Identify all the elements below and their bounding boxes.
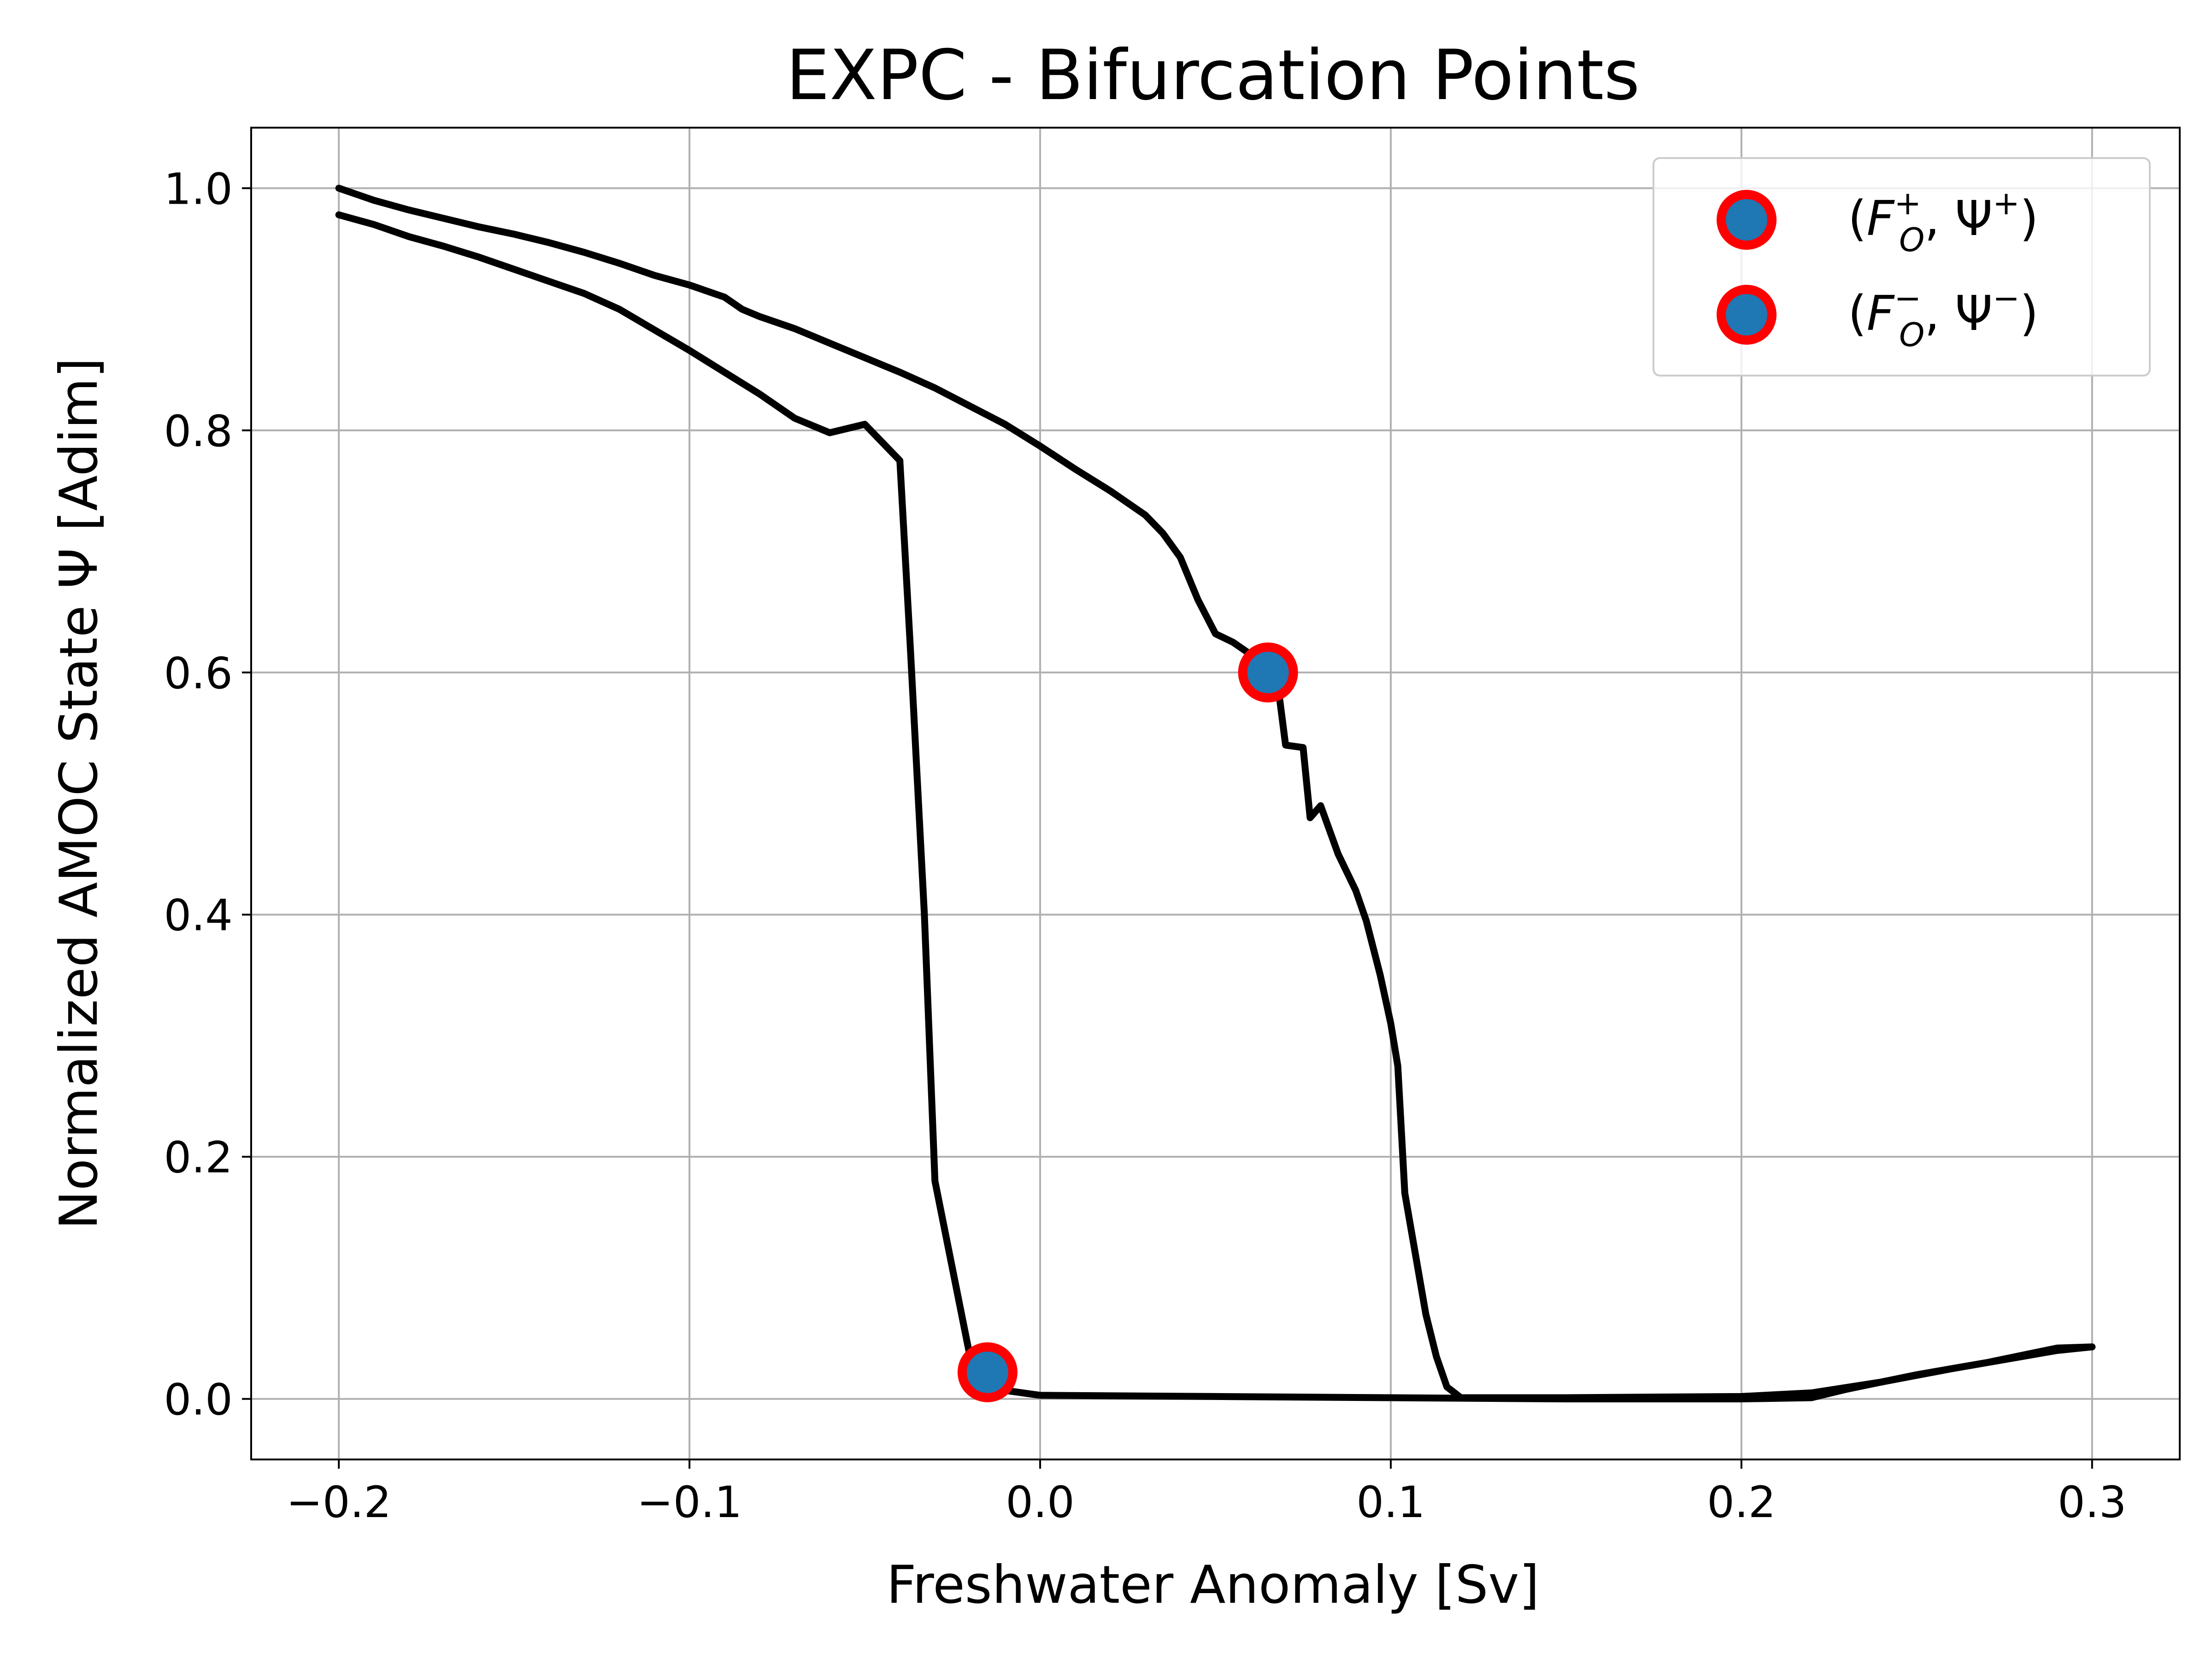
- series-line-1: [335, 184, 2096, 1401]
- x-tick-label: 0.3: [2058, 1477, 2127, 1528]
- y-tick-label: 0.6: [164, 648, 233, 699]
- plot-frame: [250, 127, 2181, 1460]
- y-tick-label: 0.8: [164, 406, 233, 457]
- data-lines: [335, 184, 2096, 1403]
- x-axis-label: Freshwater Anomaly [Sv]: [887, 1554, 1540, 1615]
- legend-marker-plus: [1717, 190, 1777, 250]
- bifurcation-markers: [957, 642, 1298, 1402]
- y-tick-label: 0.0: [164, 1375, 233, 1425]
- x-tick-label: −0.1: [637, 1477, 742, 1528]
- x-tick-label: 0.0: [1006, 1477, 1075, 1528]
- legend-box: [1653, 157, 2151, 377]
- y-axis-label: Normalized AMOC State Ψ [Adim]: [48, 358, 109, 1230]
- x-axis-ticks: −0.2 −0.1 0.0 0.1 0.2 0.3: [286, 1459, 2127, 1528]
- chart-title: EXPC - Bifurcation Points: [786, 35, 1640, 116]
- y-tick-label: 0.4: [164, 891, 233, 941]
- legend-entry-plus: (F+ O, Ψ+): [1717, 184, 2038, 259]
- x-tick-label: −0.2: [286, 1477, 391, 1528]
- bifurcation-point-plus: [1238, 642, 1298, 703]
- series-line-2: [335, 211, 2096, 1403]
- bifurcation-point-minus: [957, 1342, 1018, 1402]
- y-axis-ticks: 0.0 0.2 0.4 0.6 0.8 1.0: [164, 164, 251, 1425]
- x-tick-label: 0.2: [1707, 1477, 1776, 1528]
- x-tick-label: 0.1: [1356, 1477, 1425, 1528]
- y-tick-label: 1.0: [164, 164, 233, 214]
- legend-marker-minus: [1717, 285, 1777, 345]
- y-tick-label: 0.2: [164, 1133, 233, 1183]
- legend-label-plus: (F+ O, Ψ+): [1848, 184, 2038, 259]
- legend: (F+ O, Ψ+) (F− O, Ψ−): [1653, 157, 2151, 377]
